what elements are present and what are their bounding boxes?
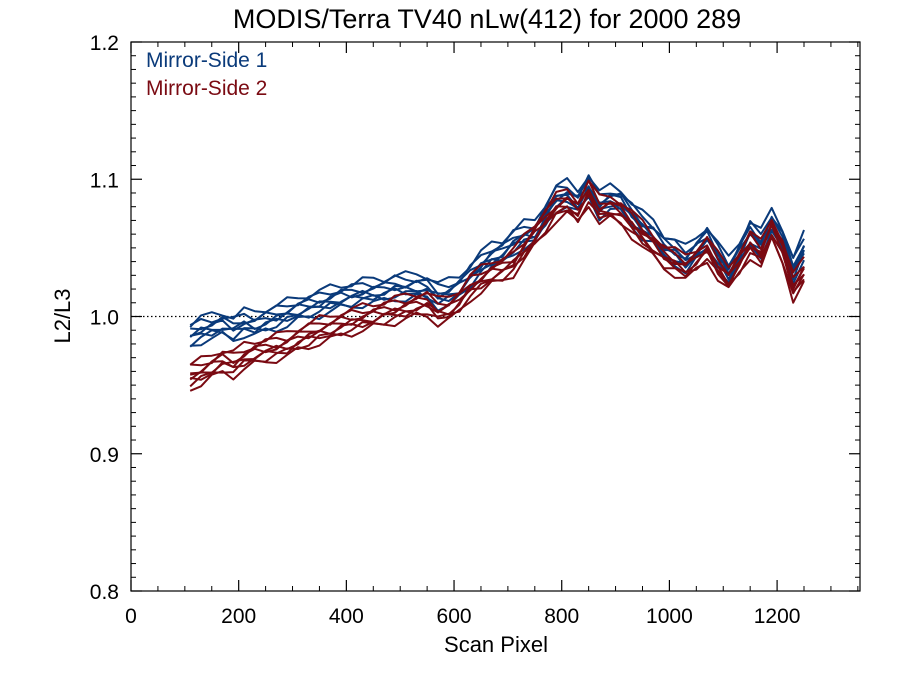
plot-area xyxy=(131,174,860,392)
series-1-line xyxy=(189,174,805,326)
series-2-line xyxy=(190,193,805,381)
x-tick-label: 200 xyxy=(221,605,256,628)
series-1-line xyxy=(189,176,805,328)
legend: Mirror-Side 1 Mirror-Side 2 xyxy=(146,49,267,100)
series-2-line xyxy=(189,206,805,392)
series-2-line xyxy=(189,194,805,381)
y-tick-label: 0.9 xyxy=(90,444,119,467)
x-tick-label: 0 xyxy=(125,605,137,628)
chart-title: MODIS/Terra TV40 nLw(412) for 2000 289 xyxy=(233,4,741,34)
x-tick-label: 800 xyxy=(544,605,579,628)
x-axis-title: Scan Pixel xyxy=(444,632,548,657)
y-tick-label: 1.1 xyxy=(90,169,119,192)
x-tick-label: 600 xyxy=(437,605,472,628)
y-tick-label: 1.0 xyxy=(90,307,119,330)
series-2-group xyxy=(189,179,805,392)
x-tick-label: 1000 xyxy=(646,605,693,628)
series-2-line xyxy=(189,189,805,376)
y-axis-title: L2/L3 xyxy=(50,288,75,343)
y-tick-label: 0.8 xyxy=(90,581,119,604)
series-2-line xyxy=(190,179,805,367)
series-2-line xyxy=(189,179,805,366)
legend-entry-series-2: Mirror-Side 2 xyxy=(146,77,267,100)
y-tick-label: 1.2 xyxy=(90,32,119,55)
series-2-line xyxy=(190,188,805,375)
legend-entry-series-1: Mirror-Side 1 xyxy=(146,49,267,72)
series-1-line xyxy=(189,185,805,337)
series-1-line xyxy=(189,185,805,337)
x-tick-label: 1200 xyxy=(754,605,801,628)
axis-ticks: 0 200 400 600 800 1000 1200 0.8 0.9 1.0 1.1 1.2 xyxy=(90,32,860,628)
x-tick-label: 400 xyxy=(329,605,364,628)
